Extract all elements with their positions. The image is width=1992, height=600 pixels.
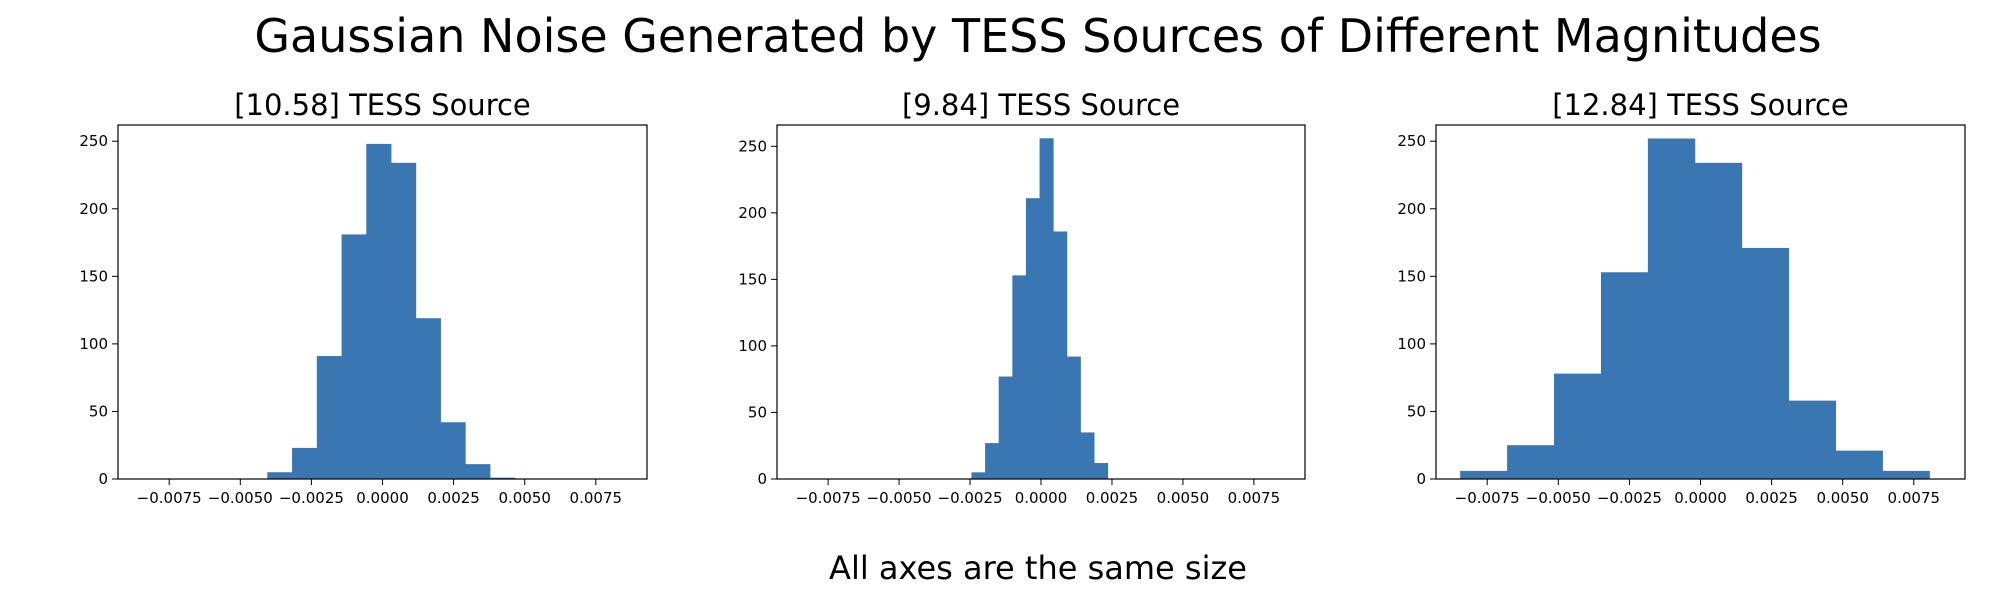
panel-title: [12.84] TESS Source [1552,88,1849,122]
histogram-bar [440,422,466,479]
histogram-panel-2: −0.0075 −0.0050 −0.0025 0.0000 0.0025 0.0050 0… [738,88,1306,507]
x-tick-label: 0.0025 [1086,489,1139,507]
histogram-bar [1012,275,1027,479]
histogram-bar [1647,138,1696,479]
histogram-bar [985,443,1000,479]
histogram-bar [415,318,441,479]
y-tick-label: 0 [1416,470,1426,488]
histogram-bar [1039,138,1054,479]
histogram-panels: −0.0075 −0.0050 −0.0025 0.0000 0.0025 0.0050 0… [79,88,1966,507]
panel-title: [10.58] TESS Source [234,88,531,122]
histogram-bar [490,477,516,479]
x-tick-label: 0.0050 [1157,489,1210,507]
x-tick-label: −0.0050 [208,489,273,507]
x-tick-label: 0.0050 [1816,489,1869,507]
x-tick-label: 0.0075 [1888,489,1941,507]
y-tick-label: 100 [79,335,108,353]
y-tick-label: 250 [738,137,767,155]
y-tick-label: 250 [1397,132,1426,150]
y-tick-label: 200 [1397,200,1426,218]
y-tick-label: 50 [89,402,108,420]
histogram-bar [998,376,1013,479]
histogram-bar [1788,400,1836,479]
y-tick-label: 200 [738,204,767,222]
histogram-bar [366,143,392,480]
histogram-bar [341,234,367,479]
x-tick-label: 0.0000 [1015,489,1068,507]
y-tick-label: 150 [1397,267,1426,285]
x-tick-label: −0.0050 [867,489,932,507]
x-tick-label: −0.0025 [938,489,1003,507]
y-tick-label: 250 [79,132,108,150]
figure-title: Gaussian Noise Generated by TESS Sources… [254,9,1822,63]
x-tick-label: 0.0025 [427,489,480,507]
histogram-bar [1460,470,1508,479]
x-tick-label: 0.0075 [570,489,623,507]
y-tick-label: 100 [1397,335,1426,353]
histogram-bar [1066,356,1081,479]
y-tick-label: 150 [79,267,108,285]
histogram-bar [1694,162,1743,479]
x-tick-label: −0.0075 [137,489,202,507]
histogram-bar [1507,445,1555,479]
histogram-bar [1025,198,1040,479]
x-tick-label: 0.0050 [498,489,551,507]
y-tick-label: 50 [1407,402,1426,420]
x-tick-label: 0.0000 [356,489,409,507]
histogram-bar [1053,231,1068,479]
histogram-bar [971,472,986,479]
histogram-panel-1: −0.0075 −0.0050 −0.0025 0.0000 0.0025 0.0050 0… [79,88,648,507]
y-tick-label: 100 [738,337,767,355]
histogram-bar [391,162,417,479]
histogram-bar [1080,432,1095,479]
histogram-bar [267,472,293,479]
histogram-panel-3: −0.0075 −0.0050 −0.0025 0.0000 0.0025 0.0050 0… [1397,88,1966,507]
y-tick-label: 0 [98,470,108,488]
x-tick-label: 0.0025 [1745,489,1798,507]
histogram-bar [316,356,342,479]
x-tick-label: −0.0025 [279,489,344,507]
x-tick-label: −0.0075 [796,489,861,507]
histogram-bar [1554,373,1602,479]
y-tick-label: 150 [738,270,767,288]
x-tick-label: 0.0000 [1674,489,1727,507]
x-tick-label: 0.0075 [1228,489,1281,507]
x-tick-label: −0.0050 [1526,489,1591,507]
x-tick-label: −0.0075 [1455,489,1520,507]
histogram-bar [1600,272,1649,479]
x-tick-label: −0.0025 [1597,489,1662,507]
histogram-bar [1882,470,1930,479]
histogram-bar [292,447,318,479]
panel-title: [9.84] TESS Source [902,88,1180,122]
histogram-bar [465,464,491,479]
histogram-bar [1835,450,1883,479]
histogram-bar [1741,247,1790,479]
y-tick-label: 0 [757,470,767,488]
figure-caption: All axes are the same size [829,549,1247,587]
y-tick-label: 200 [79,200,108,218]
histogram-bar [1094,463,1109,479]
y-tick-label: 50 [748,403,767,421]
